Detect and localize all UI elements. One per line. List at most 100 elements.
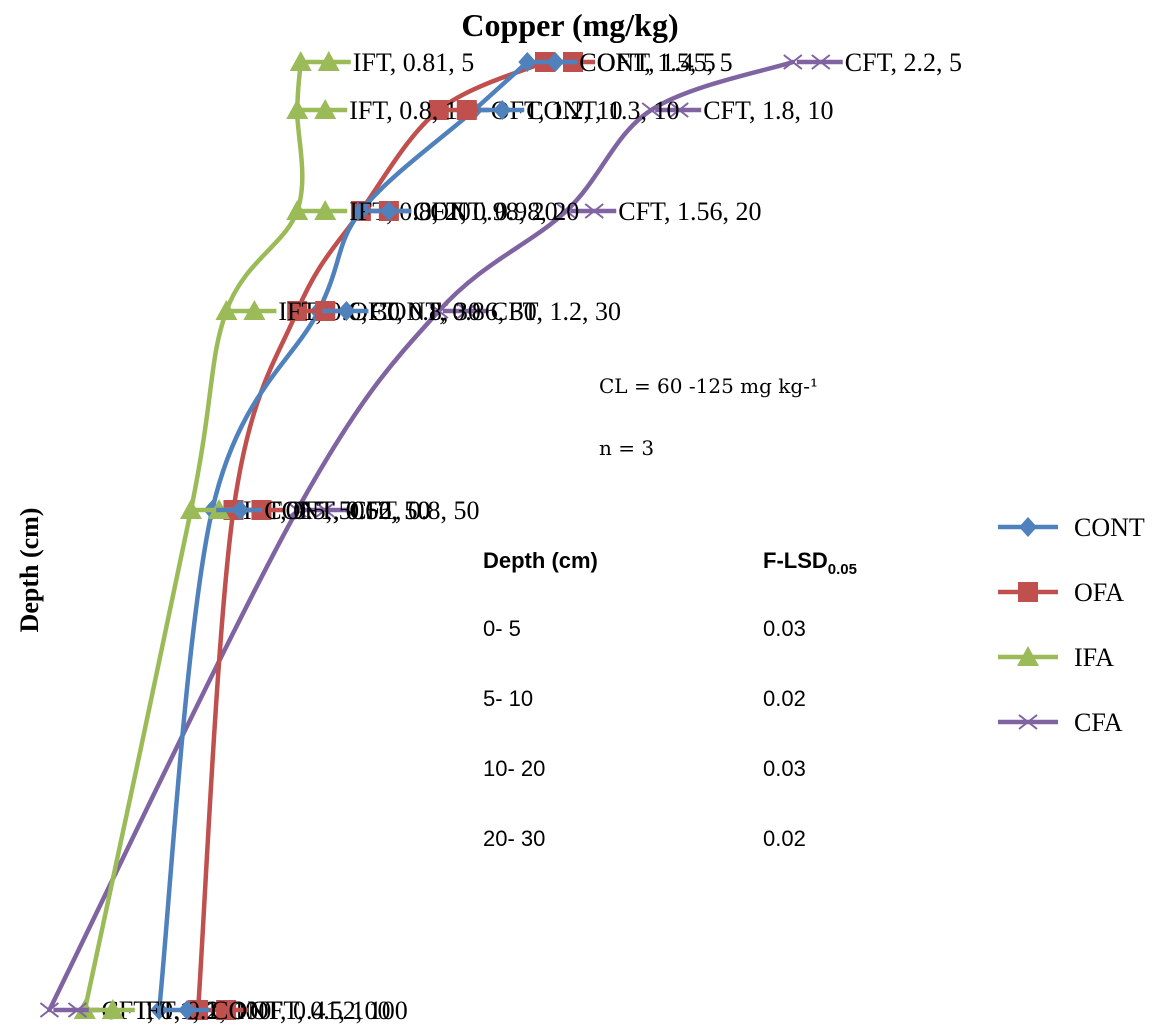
data-label-marker (243, 300, 266, 320)
legend-swatch-marker (1018, 714, 1038, 730)
lsd-row-depth: 10- 20 (483, 756, 545, 781)
data-label-marker (584, 203, 604, 219)
point-marker-cfa (556, 203, 576, 219)
lsd-header-sub: 0.05 (828, 561, 857, 578)
data-label-text: CFT, 2.2, 5 (845, 48, 962, 77)
legend-item-cfa: CFA (998, 708, 1123, 737)
data-label-text: IFT, 0.81, 5 (353, 48, 475, 77)
series-ifa (73, 51, 312, 1019)
point-marker-ifa (286, 200, 309, 220)
legend: CONT OFA IFA CFA (998, 513, 1145, 737)
data-label-cont: CONT, 1.3, 10 (478, 96, 680, 125)
data-label-marker (546, 52, 565, 72)
legend-swatch-marker (1017, 646, 1039, 666)
data-label-cont: CONT, 0.56, 50 (216, 496, 431, 525)
data-label-marker (379, 201, 398, 221)
point-marker-cfa (429, 303, 449, 319)
point-marker-cont (150, 1000, 169, 1020)
data-label-cfa: CFT, 1.56, 20 (570, 197, 762, 226)
point-marker-cfa (39, 1002, 60, 1018)
data-label-marker (811, 54, 831, 70)
data-label-text: OFT, 0.98, 20 (413, 197, 558, 226)
lsd-table: Depth (cm) F-LSD0.05 0- 5 0.03 5- 10 0.02 10… (483, 548, 857, 851)
lsd-header-main: F-LSD (763, 548, 828, 573)
data-label-ifa: IFT, 0.81, 5 (304, 48, 475, 77)
data-label-marker (101, 999, 124, 1019)
data-label-marker (178, 1000, 197, 1020)
point-marker-ofa (287, 301, 308, 321)
lsd-rows: 0- 5 0.03 5- 10 0.02 10- 20 0.03 20- 30 0.02 (483, 616, 806, 851)
point-marker-ifa (215, 300, 238, 320)
data-label-marker (216, 1000, 237, 1020)
data-label-marker (456, 100, 477, 120)
data-label-cont: CONT, 0.98, 20 (364, 197, 579, 226)
point-marker-cfa (783, 54, 803, 70)
data-label-cfa: CFT, 0.8, 50 (301, 496, 479, 525)
chart-title: Copper (mg/kg) (461, 7, 678, 43)
data-label-text: CFT, 0.8, 50 (349, 496, 479, 525)
lsd-row-value: 0.02 (763, 686, 806, 711)
data-label-text: CFT, 1.2, 30 (491, 297, 621, 326)
lsd-row-value: 0.02 (763, 826, 806, 851)
data-label-marker (67, 1002, 88, 1018)
lsd-row-depth: 0- 5 (483, 616, 521, 641)
legend-item-ifa: IFA (998, 643, 1114, 672)
series-line-cont (156, 59, 530, 1013)
data-label-text: CONT, 0.56, 50 (264, 496, 430, 525)
data-label-marker (314, 200, 337, 220)
data-label-text: CONT, 0.98, 20 (413, 197, 579, 226)
legend-item-ofa: OFA (998, 578, 1124, 607)
data-label-text: CONT, 1.45, 5 (579, 48, 732, 77)
point-marker-cont (351, 201, 370, 221)
data-label-ofa: OFT, 0.52, 100 (202, 996, 408, 1025)
data-label-text: CONT, 0.41, 100 (211, 996, 390, 1025)
data-label-text: CONT, 0.86, 30 (370, 297, 536, 326)
data-label-cont: CONT, 0.41, 100 (163, 996, 390, 1025)
y-axis-label: Depth (cm) (15, 508, 44, 633)
data-label-marker (315, 502, 335, 518)
legend-label: IFA (1074, 643, 1114, 672)
legend-swatch-marker (1018, 582, 1038, 602)
data-label-marker (317, 51, 340, 71)
point-marker-ofa (428, 100, 449, 120)
legend-label: CFA (1074, 708, 1123, 737)
data-label-cont: CONT, 0.86, 30 (322, 297, 537, 326)
legend-item-cont: CONT (998, 513, 1145, 542)
legend-label: CONT (1074, 513, 1145, 542)
data-label-marker (337, 301, 356, 321)
point-marker-cfa (641, 102, 661, 118)
lsd-row-depth: 20- 30 (483, 826, 545, 851)
series-line-ifa (82, 59, 305, 1013)
data-label-text: OFT, 0.52, 100 (250, 996, 408, 1025)
data-labels-layer: CFT, 2.2, 5 CFT, 1.8, 10 CFT, 1.56, 20 CFT,… (53, 48, 962, 1025)
data-label-cfa: CFT, 1.8, 10 (655, 96, 833, 125)
data-label-marker (669, 102, 689, 118)
n-annotation: n = 3 (599, 436, 654, 460)
data-label-text: CONT, 1.3, 10 (526, 96, 679, 125)
legend-swatch-marker (1019, 517, 1037, 537)
point-marker-cont (518, 52, 537, 72)
lsd-row-value: 0.03 (763, 756, 806, 781)
point-marker-ifa (286, 99, 309, 119)
legend-label: OFA (1074, 578, 1124, 607)
lsd-row-depth: 5- 10 (483, 686, 533, 711)
data-label-marker (314, 99, 337, 119)
lsd-header-value: F-LSD0.05 (763, 548, 857, 578)
data-label-text: OFT, 0.62, 50 (285, 496, 430, 525)
data-label-cont: CONT, 1.45, 5 (531, 48, 733, 77)
cl-annotation: CL = 60 -125 mg kg-¹ (599, 374, 818, 398)
point-marker-ifa (180, 499, 202, 519)
data-label-text: CFT, 1.8, 10 (703, 96, 833, 125)
data-label-text: OFT, 0.8, 30 (349, 297, 481, 326)
data-label-text: OFT, 1.5, 5 (597, 48, 716, 77)
point-marker-cfa (287, 502, 307, 518)
data-label-text: CFT, 1.56, 20 (618, 197, 761, 226)
lsd-header-depth: Depth (cm) (483, 548, 598, 573)
data-label-marker (457, 303, 477, 319)
lsd-row-value: 0.03 (763, 616, 806, 641)
data-label-cfa: CFT, 1.2, 30 (442, 297, 621, 326)
data-label-cfa: CFT, 2.2, 5 (796, 48, 962, 77)
point-marker-ifa (289, 51, 312, 71)
data-label-marker (231, 500, 250, 520)
